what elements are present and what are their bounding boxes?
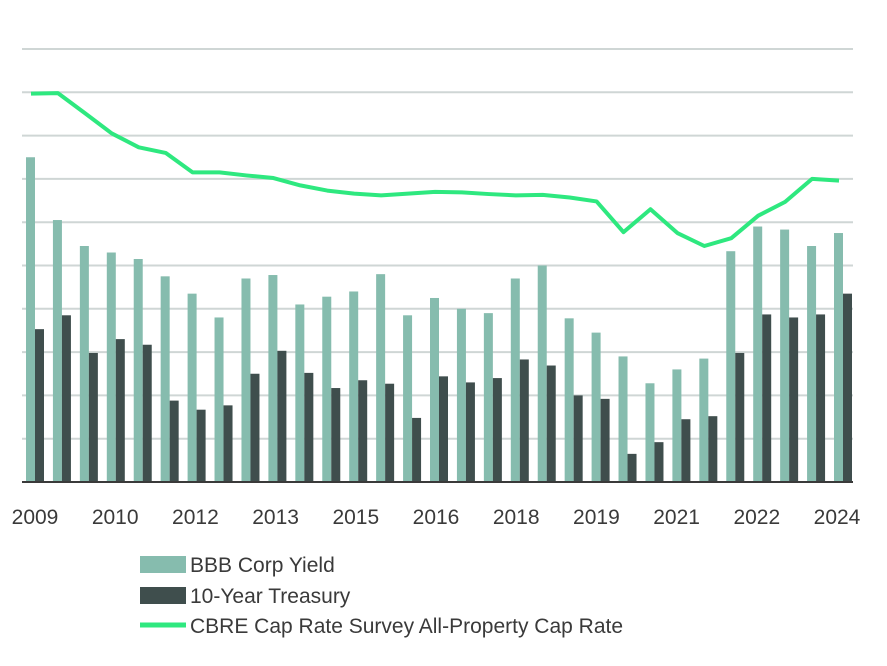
treasury-bar (115, 339, 125, 482)
bbb-corp-yield-bar (79, 246, 89, 482)
treasury-bar (385, 383, 395, 482)
bbb-corp-yield-bar (645, 383, 655, 482)
bbb-corp-yield-bar (295, 304, 305, 482)
bbb-corp-yield-bar (672, 369, 682, 482)
bbb-corp-yield-bar (403, 315, 413, 482)
legend-swatch-10-year-treasury (140, 587, 186, 604)
x-tick-label: 2022 (733, 506, 780, 529)
treasury-bar (465, 382, 475, 482)
treasury-bar (61, 315, 71, 482)
treasury-bar (816, 314, 826, 482)
treasury-bar (304, 372, 314, 482)
x-tick-label: 2019 (573, 506, 620, 529)
bbb-corp-yield-bar (753, 226, 763, 482)
treasury-bar (331, 388, 341, 482)
x-tick-label: 2013 (252, 506, 299, 529)
treasury-bar (223, 405, 233, 482)
legend-label-10-year-treasury: 10-Year Treasury (190, 585, 351, 608)
bbb-corp-yield-bar (187, 293, 197, 482)
treasury-bar (789, 317, 799, 482)
bbb-corp-yield-series (26, 157, 843, 483)
legend-swatch-bbb-corp-yield (140, 556, 186, 573)
bbb-corp-yield-bar (807, 246, 817, 482)
treasury-bar (573, 395, 583, 482)
bbb-corp-yield-bar (349, 291, 359, 482)
bbb-corp-yield-bar (430, 297, 439, 482)
treasury-bar (708, 416, 718, 482)
treasury-bar (277, 350, 287, 482)
legend-label-bbb-corp-yield: BBB Corp Yield (190, 554, 335, 577)
bbb-corp-yield-bar (510, 278, 520, 482)
bbb-corp-yield-bar (537, 265, 547, 482)
x-tick-label: 2018 (493, 506, 540, 529)
treasury-bar (439, 376, 448, 482)
treasury-bar (169, 400, 179, 482)
treasury-bar (88, 352, 98, 482)
x-tick-label: 2021 (653, 506, 700, 529)
x-tick-label: 2012 (172, 506, 219, 529)
treasury-bar (35, 329, 44, 482)
treasury-bar (142, 344, 152, 482)
bbb-corp-yield-bar (591, 332, 601, 482)
bbb-corp-yield-bar (456, 308, 466, 482)
treasury-bar (654, 442, 664, 482)
bbb-corp-yield-bar (726, 251, 736, 482)
bbb-corp-yield-bar (780, 229, 790, 482)
bbb-corp-yield-bar (483, 313, 493, 482)
bbb-corp-yield-bar (52, 220, 62, 483)
x-axis-tick-labels: 2009 2010 2012 2013 2015 2016 2018 2019 2021 2022… (12, 506, 861, 529)
treasury-series (35, 293, 852, 482)
bbb-corp-yield-bar (564, 318, 574, 482)
bbb-corp-yield-bar (618, 356, 628, 482)
treasury-bar (519, 359, 529, 482)
bbb-corp-yield-bar (133, 259, 143, 482)
treasury-bar (358, 380, 368, 482)
bbb-corp-yield-bar (268, 275, 278, 482)
x-tick-label: 2010 (92, 506, 139, 529)
treasury-bar (546, 365, 556, 482)
bbb-corp-yield-bar (106, 252, 116, 482)
x-tick-label: 2024 (814, 506, 861, 529)
x-tick-label: 2016 (413, 506, 460, 529)
bbb-corp-yield-bar (376, 274, 386, 482)
treasury-bar (250, 373, 260, 482)
bbb-corp-yield-bar (26, 157, 35, 482)
x-tick-label: 2015 (332, 506, 379, 529)
bbb-corp-yield-bar (214, 317, 224, 482)
gridlines (22, 48, 853, 440)
bbb-corp-yield-bar (322, 296, 332, 482)
cap-rate-line (30, 91, 840, 249)
bbb-corp-yield-bar (160, 276, 170, 482)
bbb-corp-yield-bar (699, 358, 709, 482)
x-tick-label: 2009 (12, 506, 59, 529)
bbb-corp-yield-bar (241, 278, 251, 482)
treasury-bar (843, 293, 852, 482)
treasury-bar (627, 453, 637, 482)
treasury-bar (412, 417, 422, 482)
treasury-bar (681, 419, 691, 482)
treasury-bar (600, 398, 610, 482)
bbb-corp-yield-bar (834, 233, 843, 482)
treasury-bar (492, 378, 502, 482)
legend: BBB Corp Yield 10-Year Treasury CBRE Cap… (140, 554, 623, 638)
treasury-bar (196, 409, 206, 482)
treasury-bar (762, 314, 772, 482)
legend-label-cap-rate: CBRE Cap Rate Survey All-Property Cap Ra… (190, 615, 623, 638)
treasury-bar (735, 352, 745, 482)
